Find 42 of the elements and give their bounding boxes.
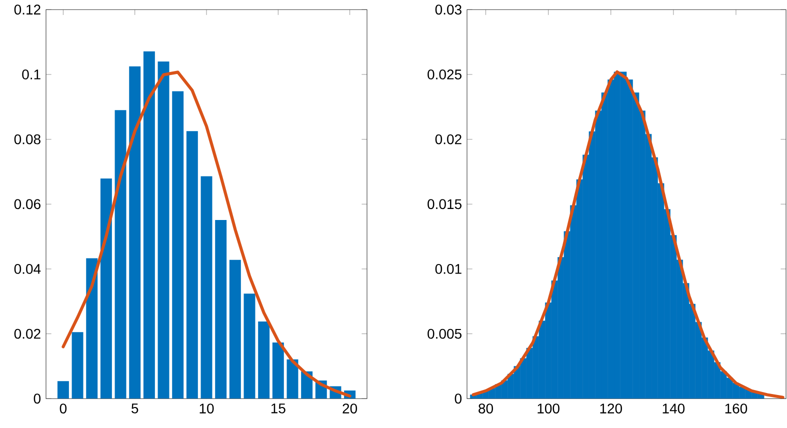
- bar: [72, 332, 84, 399]
- x-tick-label: 10: [200, 404, 214, 414]
- bar: [114, 110, 126, 399]
- x-tick-label: 80: [478, 404, 494, 414]
- y-tick-label: 0.01: [435, 264, 462, 274]
- line-series: [472, 70, 784, 399]
- bar: [57, 381, 69, 399]
- x-tick-label: 140: [662, 404, 685, 414]
- y-tick-label: 0.025: [428, 70, 462, 80]
- bar: [244, 294, 256, 399]
- x-tick-label: 160: [725, 404, 748, 414]
- x-tick-label: 120: [600, 404, 622, 414]
- x-tick-label: 15: [271, 404, 286, 414]
- y-tick-label: 0.08: [14, 134, 40, 144]
- y-tick-label: 0.04: [14, 264, 41, 274]
- bar: [272, 342, 284, 399]
- y-tick-label: 0: [454, 394, 462, 404]
- bar: [129, 66, 141, 399]
- x-tick-label: 5: [132, 404, 138, 414]
- bar: [229, 260, 241, 399]
- y-tick-label: 0.03: [435, 4, 462, 15]
- bar: [158, 62, 170, 399]
- x-tick-label: 20: [342, 404, 358, 414]
- y-tick-label: 0: [34, 394, 41, 404]
- x-tick-label: 100: [538, 404, 560, 414]
- y-tick-label: 0.1: [22, 70, 40, 80]
- y-tick-label: 0.12: [14, 4, 40, 15]
- bar: [200, 176, 212, 399]
- y-tick-label: 0.015: [428, 199, 462, 210]
- bar: [86, 258, 98, 399]
- bar: [100, 178, 112, 399]
- x-tick-label: 0: [60, 404, 67, 414]
- bar: [143, 52, 155, 399]
- bar: [258, 322, 270, 399]
- y-tick-label: 0.02: [435, 134, 462, 144]
- line-series: [62, 70, 352, 398]
- y-tick-label: 0.02: [14, 329, 40, 339]
- bar: [215, 220, 227, 399]
- y-tick-label: 0.06: [14, 199, 40, 210]
- bar: [186, 131, 198, 399]
- bar: [172, 92, 184, 399]
- y-tick-label: 0.005: [428, 329, 462, 339]
